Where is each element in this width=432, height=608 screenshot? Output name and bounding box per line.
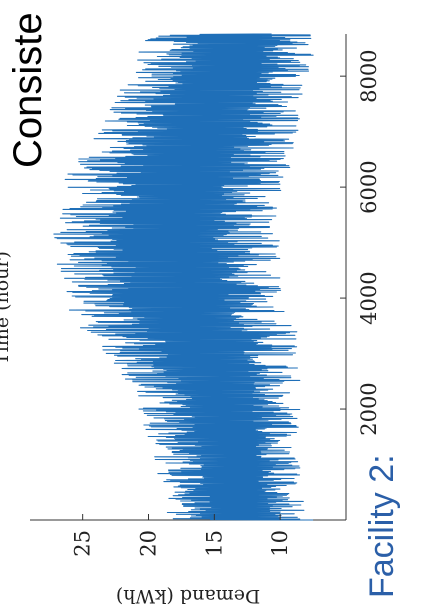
- y-axis-title: Demand (kWh): [116, 585, 260, 607]
- y-tick-label: 25: [71, 530, 95, 557]
- slide-title: Facility 2:: [363, 454, 401, 598]
- slide-caption: Consiste: [6, 12, 50, 168]
- x-tick-label: 2000: [357, 382, 381, 435]
- x-tick-label: 6000: [357, 160, 381, 213]
- x-tick-label: 4000: [357, 271, 381, 324]
- demand-series-line: [53, 33, 314, 521]
- y-tick-label: 20: [137, 530, 161, 557]
- y-tick-label: 15: [202, 530, 226, 557]
- y-tick-label: 10: [268, 530, 292, 557]
- x-axis-title: Time (hour): [0, 251, 13, 365]
- x-tick-label: 8000: [357, 49, 381, 102]
